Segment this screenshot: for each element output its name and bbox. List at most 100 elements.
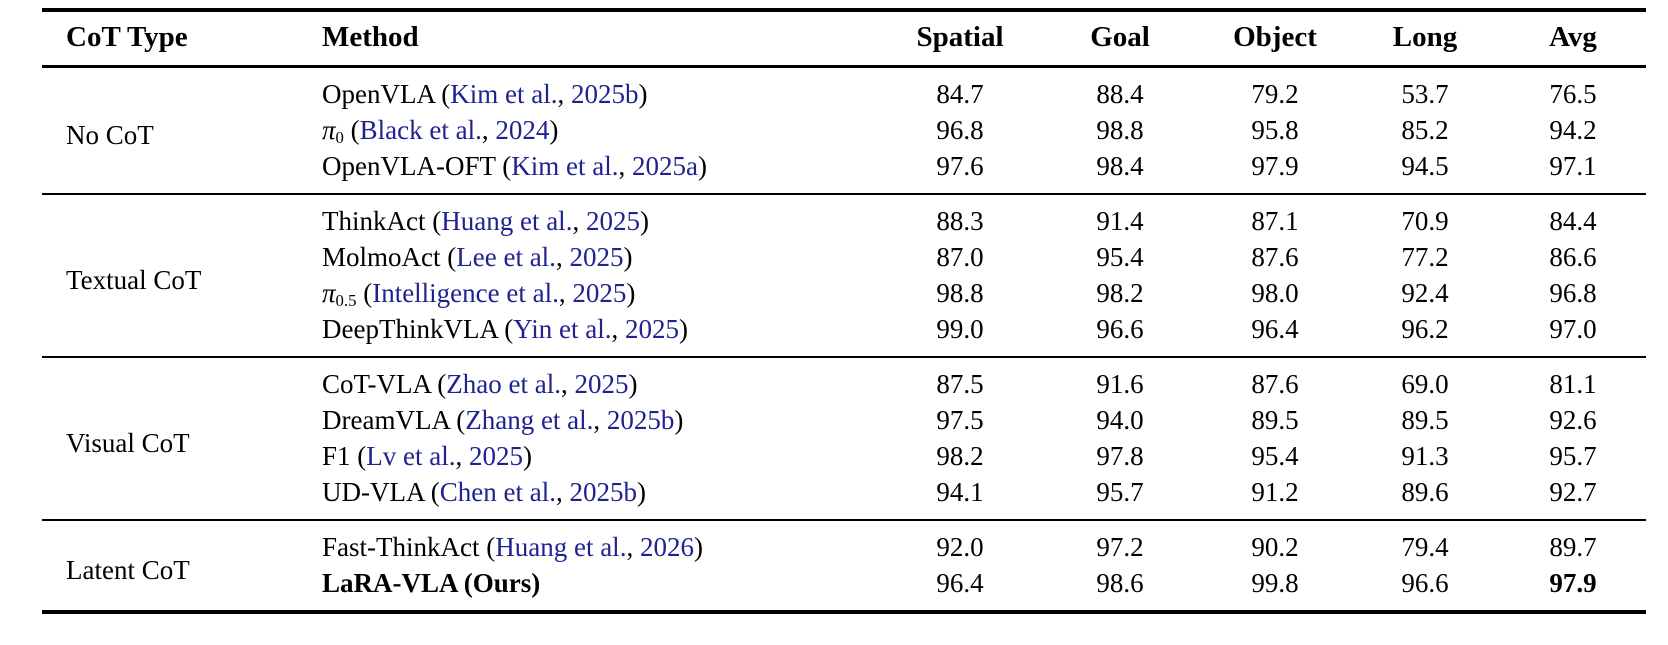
citation-author-link[interactable]: Huang et al. bbox=[441, 206, 573, 236]
score-cell: 97.2 bbox=[1096, 532, 1144, 562]
score-cell: 95.4 bbox=[1096, 242, 1144, 272]
score-cell: 97.8 bbox=[1096, 441, 1144, 471]
method-name: π bbox=[322, 115, 336, 145]
score-cell: 97.1 bbox=[1549, 151, 1597, 181]
citation-year-link[interactable]: 2025 bbox=[585, 206, 640, 236]
citation-year-link[interactable]: 2026 bbox=[639, 532, 694, 562]
score-cell: 91.2 bbox=[1251, 477, 1299, 507]
score-cell: 79.4 bbox=[1401, 532, 1449, 562]
cot-type-cell: Textual CoT bbox=[66, 264, 202, 295]
score-cell: 87.5 bbox=[936, 369, 984, 399]
method-cell: CoT-VLA (Zhao et al., 2025) bbox=[322, 369, 638, 399]
score-cell: 96.6 bbox=[1401, 568, 1449, 598]
citation-author-link[interactable]: Huang et al. bbox=[495, 532, 627, 562]
citation-author-link[interactable]: Kim et al. bbox=[450, 79, 558, 109]
score-cell: 89.7 bbox=[1549, 532, 1597, 562]
score-cell: 95.7 bbox=[1096, 477, 1144, 507]
method-cell: F1 (Lv et al., 2025) bbox=[322, 441, 532, 471]
col-header-long: Long bbox=[1350, 10, 1500, 68]
score-cell: 94.0 bbox=[1096, 405, 1144, 435]
citation-author-link[interactable]: Zhang et al. bbox=[465, 405, 594, 435]
citation-year-link[interactable]: 2025 bbox=[469, 441, 523, 471]
citation-author-link[interactable]: Zhao et al. bbox=[446, 369, 561, 399]
score-cell: 86.6 bbox=[1549, 242, 1597, 272]
table-row: Visual CoT CoT-VLA (Zhao et al., 2025) 87.… bbox=[42, 357, 1646, 458]
method-cell: DeepThinkVLA (Yin et al., 2025) bbox=[322, 314, 688, 344]
score-cell: 92.0 bbox=[936, 532, 984, 562]
citation-year-link[interactable]: 2024 bbox=[495, 115, 550, 145]
method-cell: Fast-ThinkAct (Huang et al., 2026) bbox=[322, 532, 703, 562]
score-cell: 87.6 bbox=[1251, 369, 1299, 399]
method-name: MolmoAct bbox=[322, 242, 441, 272]
method-name: CoT-VLA bbox=[322, 369, 431, 399]
table-row: Latent CoT Fast-ThinkAct (Huang et al., 2… bbox=[42, 520, 1646, 585]
col-header-goal: Goal bbox=[1040, 10, 1200, 68]
score-cell: 96.4 bbox=[1251, 314, 1299, 344]
method-cell: ThinkAct (Huang et al., 2025) bbox=[322, 206, 649, 236]
citation-year-link[interactable]: 2025b bbox=[606, 405, 675, 435]
citation-author-link[interactable]: Intelligence et al. bbox=[372, 278, 559, 308]
score-cell: 92.4 bbox=[1401, 278, 1449, 308]
results-table-wrap: CoT Type Method Spatial Goal Object Long… bbox=[42, 8, 1646, 614]
citation-author-link[interactable]: Yin et al. bbox=[513, 314, 612, 344]
score-cell: 96.6 bbox=[1096, 314, 1144, 344]
results-table: CoT Type Method Spatial Goal Object Long… bbox=[42, 8, 1646, 614]
score-cell: 70.9 bbox=[1401, 206, 1449, 236]
table-row: UD-VLA (Chen et al., 2025b) 94.1 95.7 91.2 8… bbox=[42, 474, 1646, 520]
score-cell: 84.7 bbox=[936, 79, 984, 109]
cot-type-cell: Latent CoT bbox=[66, 554, 190, 585]
score-cell: 76.5 bbox=[1549, 79, 1597, 109]
score-cell: 96.2 bbox=[1401, 314, 1449, 344]
score-cell: 84.4 bbox=[1549, 206, 1597, 236]
citation-year-link[interactable]: 2025b bbox=[569, 477, 637, 507]
score-cell: 97.5 bbox=[936, 405, 984, 435]
score-cell: 87.0 bbox=[936, 242, 984, 272]
citation-author-link[interactable]: Kim et al. bbox=[511, 151, 619, 181]
citation-author-link[interactable]: Lee et al. bbox=[456, 242, 556, 272]
method-cell: π0.5 (Intelligence et al., 2025) bbox=[322, 278, 636, 311]
method-subscript: 0 bbox=[335, 128, 344, 148]
citation-author-link[interactable]: Chen et al. bbox=[439, 477, 556, 507]
method-suffix: (Ours) bbox=[457, 568, 541, 598]
score-cell: 92.6 bbox=[1549, 405, 1597, 435]
score-cell: 87.6 bbox=[1251, 242, 1299, 272]
col-header-spatial: Spatial bbox=[880, 10, 1040, 68]
citation-year-link[interactable]: 2025 bbox=[574, 369, 629, 399]
score-cell: 89.5 bbox=[1401, 405, 1449, 435]
method-name: LaRA-VLA bbox=[322, 568, 458, 598]
citation-author-link[interactable]: Lv et al. bbox=[366, 441, 456, 471]
score-cell: 85.2 bbox=[1401, 115, 1449, 145]
score-cell: 53.7 bbox=[1401, 79, 1449, 109]
score-cell: 98.8 bbox=[1096, 115, 1144, 145]
method-cell: OpenVLA (Kim et al., 2025b) bbox=[322, 79, 648, 109]
score-cell: 95.8 bbox=[1251, 115, 1299, 145]
score-cell: 98.2 bbox=[936, 441, 984, 471]
method-cell: MolmoAct (Lee et al., 2025) bbox=[322, 242, 633, 272]
citation-year-link[interactable]: 2025b bbox=[570, 79, 639, 109]
score-cell: 88.4 bbox=[1096, 79, 1144, 109]
table-row: DreamVLA (Zhang et al., 2025b) 97.5 94.0 89… bbox=[42, 402, 1646, 438]
header-row: CoT Type Method Spatial Goal Object Long… bbox=[42, 10, 1646, 68]
method-name: ThinkAct bbox=[322, 206, 426, 236]
score-cell: 94.5 bbox=[1401, 151, 1449, 181]
table-row: π0 (Black et al., 2024) 96.8 98.8 95.8 85.2 9… bbox=[42, 112, 1646, 148]
citation-year-link[interactable]: 2025 bbox=[572, 278, 627, 308]
method-name: F1 bbox=[322, 441, 351, 471]
table-row: F1 (Lv et al., 2025) 98.2 97.8 95.4 91.3 95.7 bbox=[42, 438, 1646, 474]
score-cell: 77.2 bbox=[1401, 242, 1449, 272]
score-cell: 97.6 bbox=[936, 151, 984, 181]
cot-type-cell: Visual CoT bbox=[66, 427, 190, 458]
citation-author-link[interactable]: Black et al. bbox=[359, 115, 482, 145]
score-cell: 99.0 bbox=[936, 314, 984, 344]
method-cell: OpenVLA-OFT (Kim et al., 2025a) bbox=[322, 151, 707, 181]
col-header-cot-type: CoT Type bbox=[42, 10, 305, 68]
citation-year-link[interactable]: 2025 bbox=[569, 242, 624, 272]
score-cell: 69.0 bbox=[1401, 369, 1449, 399]
col-header-method: Method bbox=[305, 10, 880, 68]
method-subscript: 0.5 bbox=[335, 291, 357, 311]
method-name: OpenVLA-OFT bbox=[322, 151, 496, 181]
citation-year-link[interactable]: 2025a bbox=[631, 151, 698, 181]
citation-year-link[interactable]: 2025 bbox=[624, 314, 679, 344]
table-section: No CoT OpenVLA (Kim et al., 2025b) 84.7 88.… bbox=[42, 66, 1646, 195]
